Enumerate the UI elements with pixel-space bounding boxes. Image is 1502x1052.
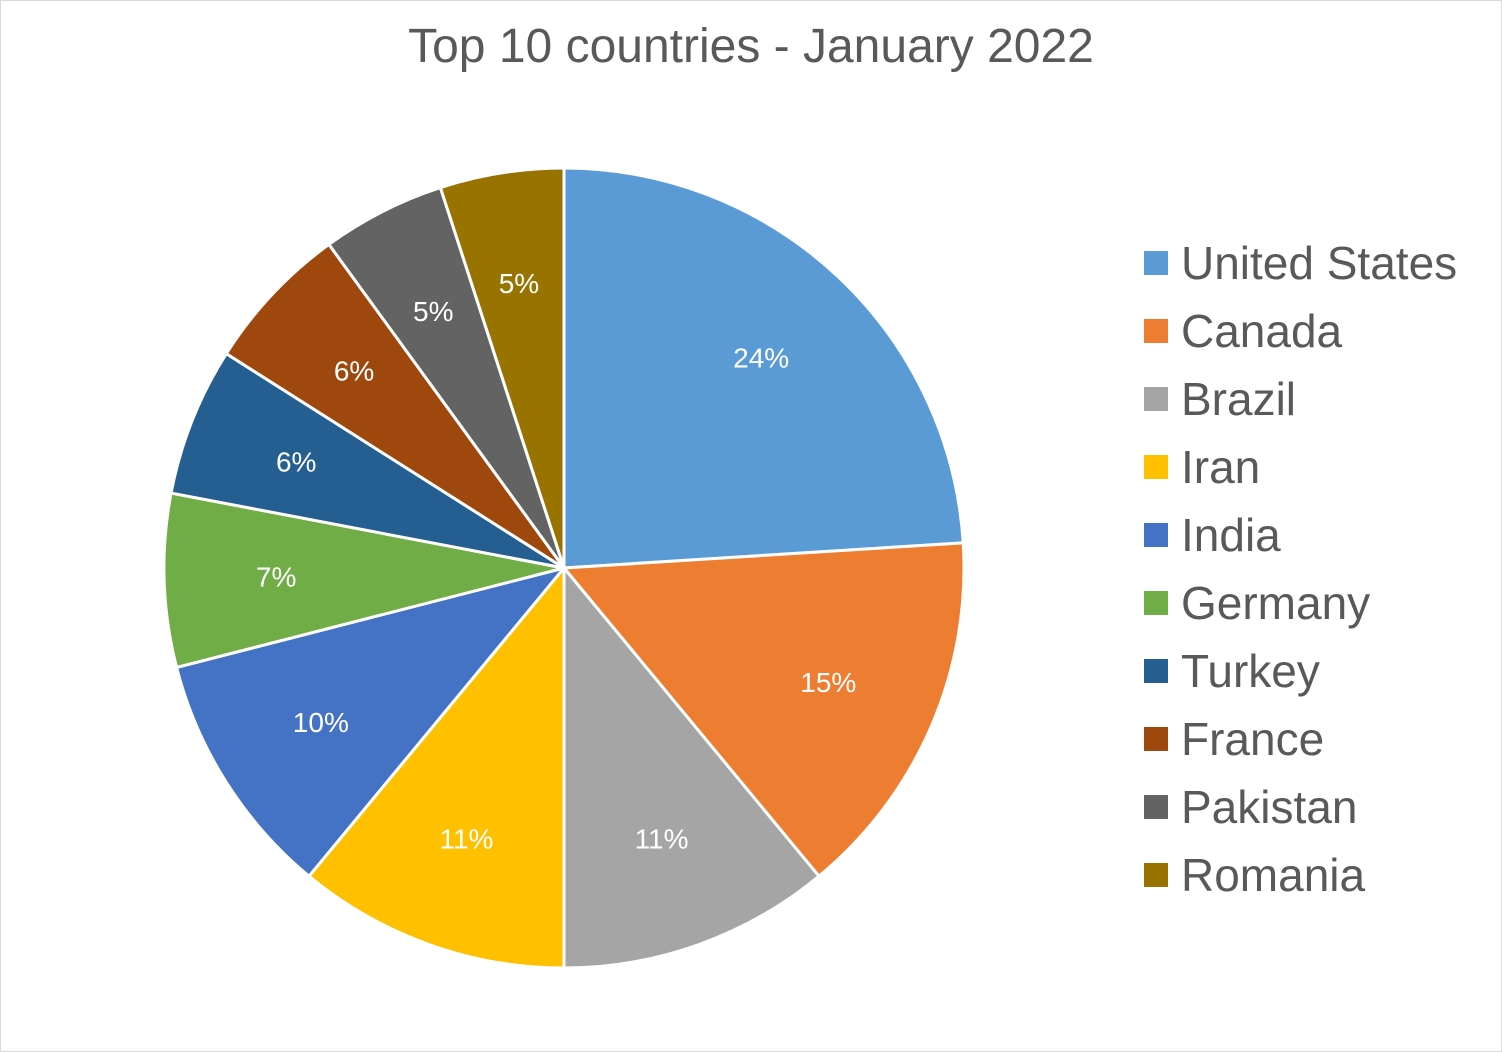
legend-item-turkey: Turkey bbox=[1144, 637, 1457, 705]
legend-swatch bbox=[1144, 387, 1168, 411]
legend-item-brazil: Brazil bbox=[1144, 365, 1457, 433]
legend-item-united-states: United States bbox=[1144, 229, 1457, 297]
pie-slice-united-states bbox=[562, 166, 965, 570]
legend-item-pakistan: Pakistan bbox=[1144, 773, 1457, 841]
pie-slice-iran bbox=[307, 566, 566, 970]
pie-slice-romania bbox=[438, 166, 566, 570]
legend-label: India bbox=[1181, 509, 1281, 561]
data-label-pakistan: 5% bbox=[413, 296, 453, 327]
legend-swatch bbox=[1144, 795, 1168, 819]
data-label-romania: 5% bbox=[499, 268, 539, 299]
pie-slice-germany bbox=[162, 491, 566, 669]
pie-slice-turkey bbox=[169, 352, 566, 570]
data-label-brazil: 11% bbox=[635, 823, 689, 854]
legend-swatch bbox=[1144, 659, 1168, 683]
legend-item-france: France bbox=[1144, 705, 1457, 773]
legend-label: Brazil bbox=[1181, 373, 1297, 425]
legend-item-romania: Romania bbox=[1144, 841, 1457, 909]
legend-label: Canada bbox=[1181, 305, 1343, 357]
data-label-united-states: 24% bbox=[733, 343, 789, 374]
legend-item-germany: Germany bbox=[1144, 569, 1457, 637]
legend-label: Pakistan bbox=[1181, 781, 1358, 833]
legend-swatch bbox=[1144, 251, 1168, 275]
pie-slice-india bbox=[175, 566, 566, 878]
pie-slice-france bbox=[224, 242, 566, 570]
data-label-france: 6% bbox=[334, 355, 374, 386]
legend-label: Germany bbox=[1181, 577, 1371, 629]
legend-label: United States bbox=[1181, 237, 1458, 289]
data-label-turkey: 6% bbox=[276, 446, 316, 477]
legend-label: Iran bbox=[1181, 441, 1261, 493]
legend-swatch bbox=[1144, 523, 1168, 547]
legend-swatch bbox=[1144, 591, 1168, 615]
legend-item-canada: Canada bbox=[1144, 297, 1457, 365]
chart-legend: United States Canada Brazil Iran India German… bbox=[1144, 229, 1457, 909]
legend-item-india: India bbox=[1144, 501, 1457, 569]
legend-swatch bbox=[1144, 319, 1168, 343]
legend-label: France bbox=[1181, 713, 1325, 765]
data-label-iran: 11% bbox=[439, 823, 493, 854]
pie-slice-brazil bbox=[562, 566, 821, 970]
pie-slice-canada bbox=[562, 541, 966, 878]
chart-title: Top 10 countries - January 2022 bbox=[408, 20, 1094, 73]
legend-swatch bbox=[1144, 455, 1168, 479]
legend-swatch bbox=[1144, 863, 1168, 887]
legend-swatch bbox=[1144, 727, 1168, 751]
legend-item-iran: Iran bbox=[1144, 433, 1457, 501]
data-label-germany: 7% bbox=[256, 562, 296, 593]
data-label-india: 10% bbox=[293, 707, 349, 738]
data-label-canada: 15% bbox=[800, 667, 856, 698]
legend-label: Romania bbox=[1181, 849, 1366, 901]
legend-label: Turkey bbox=[1181, 645, 1320, 697]
